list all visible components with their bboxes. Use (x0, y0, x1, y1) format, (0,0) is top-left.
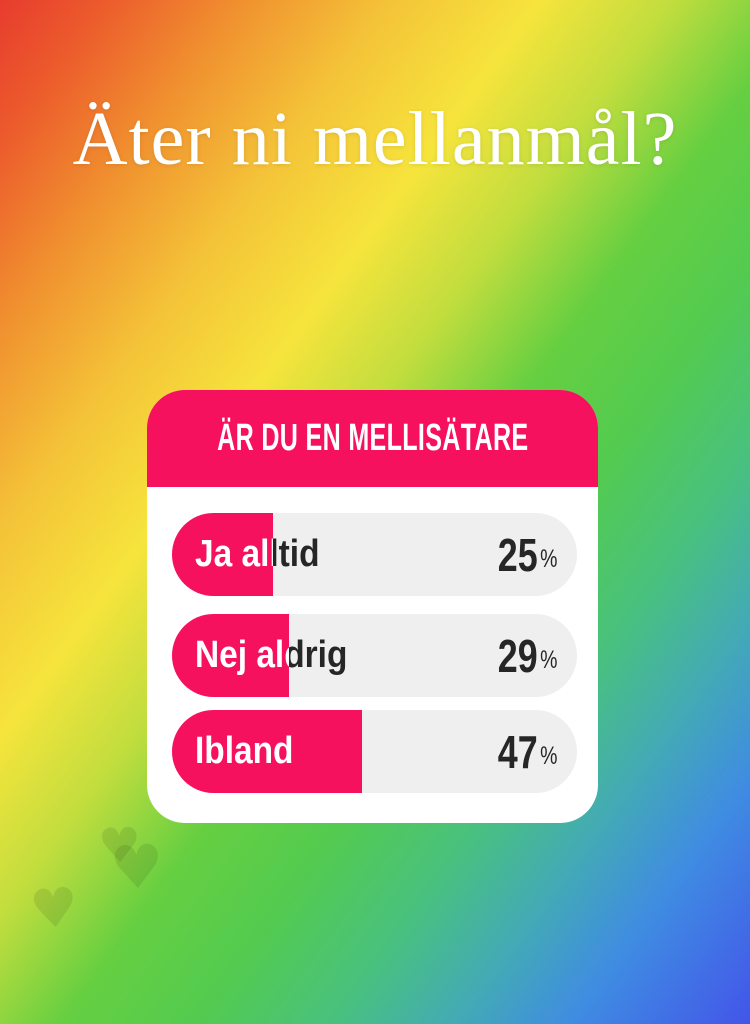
percent-sign: % (539, 645, 557, 674)
poll-result-fill: Ja alltid (172, 513, 274, 596)
poll-percent: 25% (481, 513, 557, 596)
poll-option-label-light: Ibland (195, 730, 294, 772)
percent-sign: % (539, 544, 557, 573)
poll-card: ÄR DU EN MELLISÄTARE Ja alltid Ja alltid… (147, 390, 598, 823)
poll-question-text: ÄR DU EN MELLISÄTARE (216, 417, 529, 459)
poll-percent-value: 47 (497, 725, 538, 778)
poll-option-ja-alltid[interactable]: Ja alltid Ja alltid 25% (172, 513, 577, 596)
poll-option-label-light: Ja alltid (195, 533, 273, 575)
heart-icon: ♥ (27, 875, 82, 942)
poll-option-nej-aldrig[interactable]: Nej aldrig Nej aldrig 29% (172, 614, 577, 697)
poll-question-header: ÄR DU EN MELLISÄTARE (147, 390, 598, 487)
poll-result-fill: Nej aldrig (172, 614, 290, 697)
poll-result-fill: Ibland (172, 710, 363, 793)
poll-percent-value: 25 (497, 528, 538, 581)
heart-icon: ♥ (108, 831, 166, 905)
poll-option-ibland[interactable]: Ibland Ibland 47% (172, 710, 577, 793)
poll-percent: 47% (481, 710, 557, 793)
poll-option-label-light: Nej aldrig (195, 634, 289, 676)
poll-percent-value: 29 (497, 629, 538, 682)
poll-percent: 29% (481, 614, 557, 697)
percent-sign: % (539, 741, 557, 770)
story-title: Äter ni mellanmål? (72, 97, 678, 181)
